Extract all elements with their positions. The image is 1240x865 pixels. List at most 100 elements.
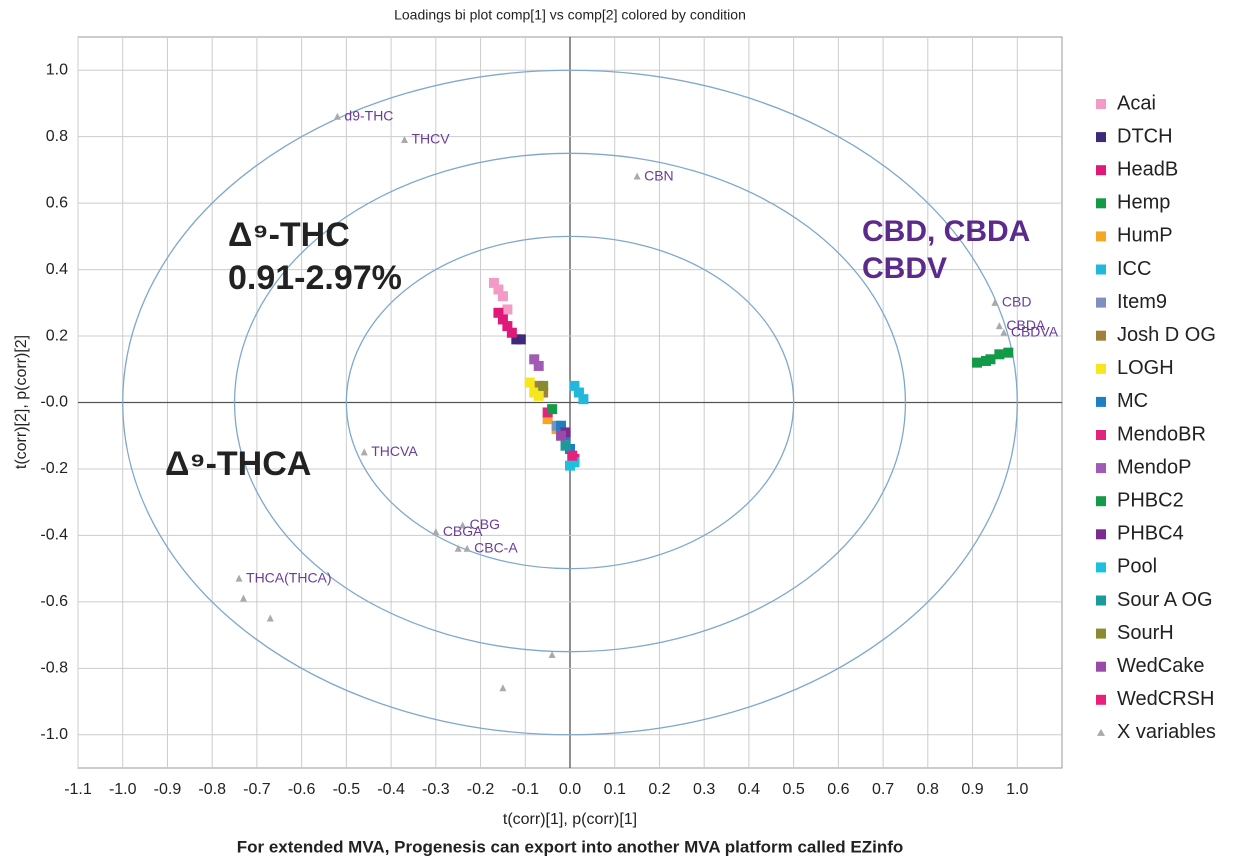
point-label: THCVA <box>371 443 418 459</box>
legend-label: Pool <box>1117 556 1157 578</box>
legend-label: Item9 <box>1117 291 1167 313</box>
legend-label: PHBC4 <box>1117 523 1184 545</box>
point <box>502 321 513 332</box>
point <box>547 404 558 415</box>
point <box>529 354 540 365</box>
y-tick-label: 0.8 <box>46 128 68 145</box>
point <box>633 172 641 180</box>
point <box>401 136 409 144</box>
x-tick-label: -1.0 <box>109 781 137 798</box>
legend-marker <box>1096 430 1106 440</box>
legend-label: ICC <box>1117 258 1151 280</box>
y-tick-label: 1.0 <box>46 61 68 78</box>
point <box>493 307 504 318</box>
y-tick-label: -1.0 <box>40 726 68 743</box>
point <box>573 387 584 398</box>
point-label: CBDVA <box>1011 323 1059 339</box>
point <box>560 440 571 451</box>
ellipse <box>233 152 907 653</box>
y-tick-label: -0.2 <box>40 460 68 477</box>
point-label: CBN <box>644 167 674 183</box>
legend-label: PHBC2 <box>1117 489 1184 511</box>
legend-label: SourH <box>1117 622 1174 644</box>
legend-marker <box>1096 99 1106 109</box>
x-tick-label: 0.8 <box>917 781 939 798</box>
point <box>499 684 507 692</box>
point <box>333 112 341 120</box>
legend-marker <box>1096 529 1106 540</box>
point <box>432 528 440 536</box>
point <box>569 380 580 391</box>
legend-label: MC <box>1117 390 1148 412</box>
x-tick-label: -0.5 <box>333 781 361 798</box>
point <box>991 298 999 306</box>
x-tick-label: 1.0 <box>1006 781 1028 798</box>
point <box>985 354 996 365</box>
point-label: CBD <box>1002 294 1032 310</box>
point <box>556 430 567 441</box>
legend-marker <box>1096 264 1106 275</box>
point <box>556 420 567 431</box>
legend-label: MendoP <box>1117 456 1192 478</box>
annotation: 0.91-2.97% <box>228 259 402 297</box>
point <box>463 544 471 552</box>
point-label: CBGA <box>443 523 483 539</box>
legend-marker <box>1096 330 1106 341</box>
x-tick-label: -0.1 <box>511 781 539 798</box>
point <box>548 651 556 659</box>
legend-label: Acai <box>1117 92 1156 114</box>
x-tick-label: 0.3 <box>693 781 715 798</box>
y-tick-label: -0.8 <box>40 660 68 677</box>
point <box>235 574 243 582</box>
point <box>1003 347 1014 358</box>
point <box>533 360 544 371</box>
legend-label: Josh D OG <box>1117 324 1216 346</box>
point <box>493 284 504 295</box>
point <box>488 277 499 288</box>
legend-marker <box>1096 628 1106 639</box>
x-tick-label: -0.8 <box>198 781 226 798</box>
point-label: d9-THC <box>344 107 393 123</box>
y-tick-label: 0.6 <box>46 194 68 211</box>
legend-marker <box>1096 562 1106 573</box>
legend-label: HeadB <box>1117 158 1178 180</box>
point <box>497 291 508 302</box>
y-tick-label: 0.4 <box>46 261 68 278</box>
point <box>567 450 578 461</box>
point <box>524 377 535 388</box>
point <box>360 448 368 456</box>
point <box>995 322 1003 330</box>
legend-label: X variables <box>1117 721 1216 743</box>
x-tick-label: 0.6 <box>827 781 849 798</box>
y-tick-label: 0.2 <box>46 327 68 344</box>
x-tick-label: 0.0 <box>559 781 581 798</box>
point <box>266 614 274 622</box>
point <box>454 544 462 552</box>
legend-marker <box>1096 694 1106 705</box>
legend-marker <box>1096 165 1106 176</box>
annotation: CBDV <box>862 252 947 285</box>
x-tick-label: 0.5 <box>783 781 805 798</box>
chart-title: Loadings bi plot comp[1] vs comp[2] colo… <box>394 7 746 23</box>
point <box>515 334 526 345</box>
point <box>533 390 544 401</box>
x-axis-label: t(corr)[1], p(corr)[1] <box>503 811 637 828</box>
legend-label: DTCH <box>1117 125 1173 147</box>
x-tick-label: -0.2 <box>467 781 495 798</box>
point <box>1000 328 1008 336</box>
point <box>239 594 247 602</box>
point <box>578 394 589 405</box>
y-axis-label: t(corr)[2], p(corr)[2] <box>13 335 30 469</box>
x-tick-label: -1.1 <box>64 781 92 798</box>
legend-marker <box>1096 297 1106 308</box>
x-tick-label: -0.3 <box>422 781 450 798</box>
legend-marker <box>1096 496 1106 507</box>
point <box>502 304 513 315</box>
footer: For extended MVA, Progenesis can export … <box>237 837 904 856</box>
point-label: CBC-A <box>474 539 518 555</box>
legend-marker <box>1096 363 1106 374</box>
x-tick-label: -0.9 <box>154 781 182 798</box>
point-label: THCA(THCA) <box>246 569 332 585</box>
legend-marker <box>1096 132 1106 143</box>
